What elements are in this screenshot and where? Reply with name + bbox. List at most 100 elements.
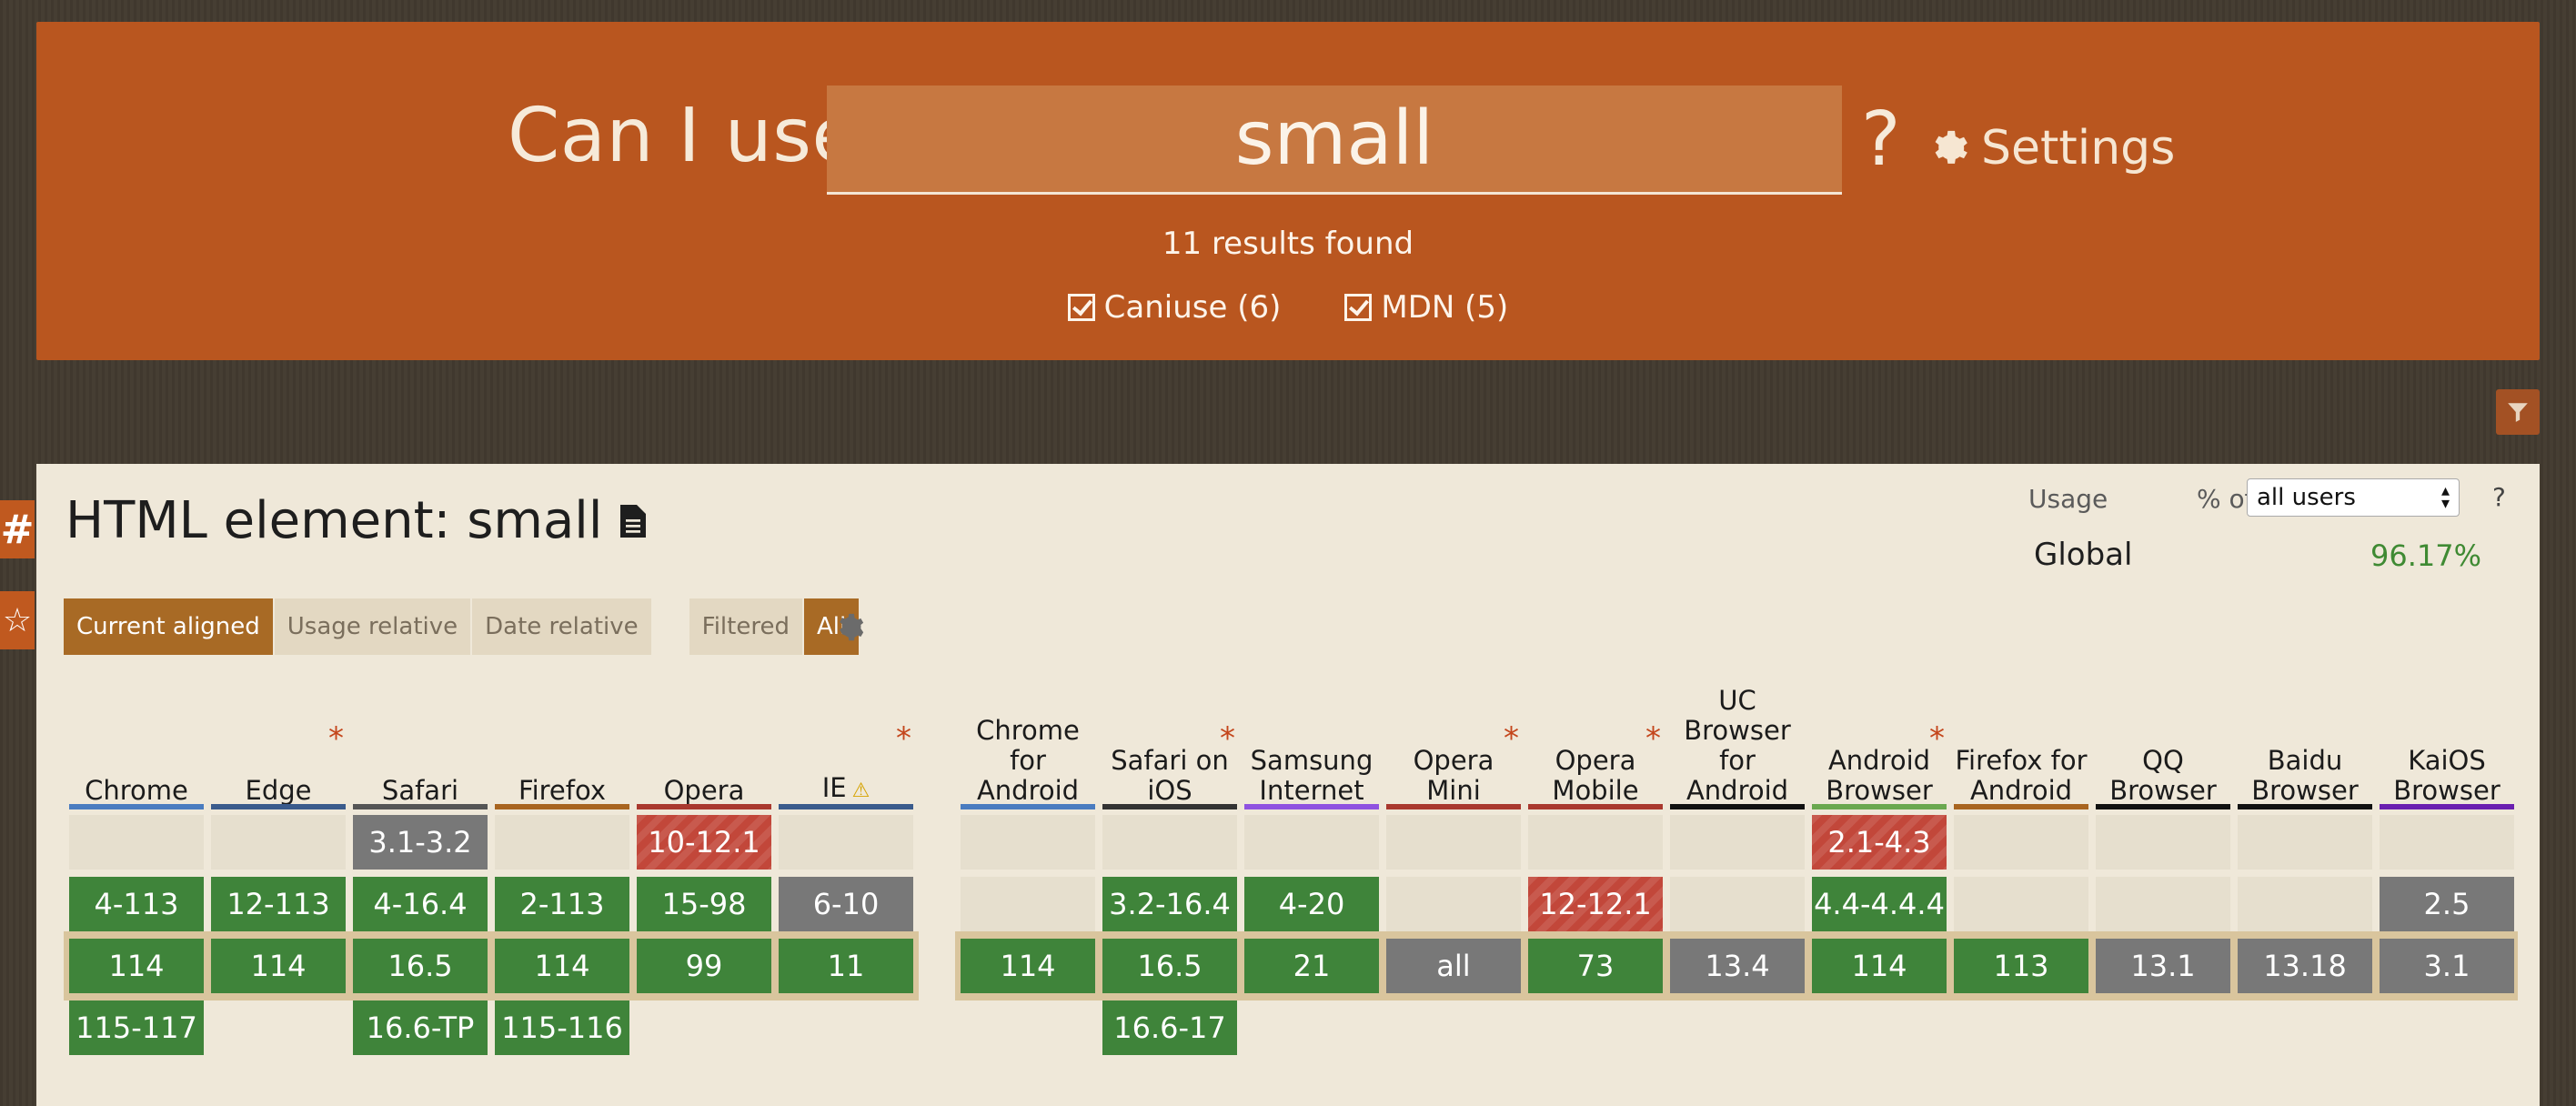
support-cell[interactable]: 114 (961, 939, 1095, 993)
support-cell[interactable] (1528, 815, 1663, 870)
search-input[interactable] (827, 85, 1842, 192)
browser-header[interactable]: IE ⚠ * (779, 464, 913, 806)
browser-color-stripe (353, 804, 488, 809)
support-cell[interactable] (1954, 877, 2088, 931)
browser-header[interactable]: UC Browser for Android (1670, 464, 1805, 806)
support-cell[interactable]: 99 (637, 939, 771, 993)
filtered-button[interactable]: Filtered (689, 598, 802, 655)
support-cell[interactable] (2096, 815, 2230, 870)
checkbox-checked-icon[interactable] (1067, 294, 1095, 321)
gear-icon[interactable] (833, 611, 864, 642)
support-cell[interactable]: 16.6-17 (1102, 1000, 1237, 1055)
browser-header[interactable]: Firefox (495, 464, 629, 806)
support-cell[interactable]: 2.1-4.3 (1812, 815, 1947, 870)
browser-header[interactable]: Samsung Internet (1244, 464, 1379, 806)
support-cell[interactable]: 11 (779, 939, 913, 993)
notes-asterisk-icon: * (328, 720, 344, 757)
browser-header[interactable]: Safari (353, 464, 488, 806)
support-cell[interactable]: 4-113 (69, 877, 204, 931)
support-cell[interactable]: 21 (1244, 939, 1379, 993)
browser-name-text: Android Browser (1826, 745, 1933, 806)
support-cell[interactable]: 4-16.4 (353, 877, 488, 931)
support-cell[interactable] (1670, 815, 1805, 870)
support-cell[interactable]: 16.5 (1102, 939, 1237, 993)
support-cell[interactable]: 114 (495, 939, 629, 993)
support-cell[interactable]: 113 (1954, 939, 2088, 993)
view-usage-relative[interactable]: Usage relative (274, 598, 471, 655)
support-cell[interactable]: 114 (69, 939, 204, 993)
support-cell[interactable] (1670, 877, 1805, 931)
support-cell[interactable] (961, 815, 1095, 870)
search-help: ? (1861, 96, 1901, 183)
support-cell[interactable]: 3.2-16.4 (1102, 877, 1237, 931)
star-icon[interactable]: ☆ (0, 591, 35, 649)
filter-toggle-button[interactable] (2496, 389, 2540, 435)
browser-header[interactable]: Opera (637, 464, 771, 806)
support-cell[interactable]: 13.18 (2238, 939, 2372, 993)
browser-header[interactable]: Chrome for Android (961, 464, 1095, 806)
feature-title[interactable]: HTML element: small (65, 491, 648, 550)
support-cell[interactable] (69, 815, 204, 870)
support-cell[interactable] (1954, 815, 2088, 870)
support-cell[interactable]: 6-10 (779, 877, 913, 931)
support-cell[interactable] (2380, 815, 2514, 870)
support-cell[interactable]: 13.4 (1670, 939, 1805, 993)
support-cell[interactable]: 16.6-TP (353, 1000, 488, 1055)
browser-header[interactable]: Android Browser * (1812, 464, 1947, 806)
usage-help[interactable]: ? (2492, 482, 2506, 512)
support-cell[interactable] (779, 815, 913, 870)
support-cell[interactable]: 2-113 (495, 877, 629, 931)
browser-header[interactable]: Chrome (69, 464, 204, 806)
browser-header[interactable]: Opera Mini * (1386, 464, 1521, 806)
support-cell[interactable] (1386, 877, 1521, 931)
support-cell[interactable]: 4.4-4.4.4 (1812, 877, 1947, 931)
search-box[interactable] (827, 85, 1842, 195)
anchor-link[interactable]: # (0, 500, 35, 558)
support-cell[interactable] (1244, 815, 1379, 870)
support-cell[interactable]: 115-116 (495, 1000, 629, 1055)
support-cell[interactable]: 73 (1528, 939, 1663, 993)
all-button[interactable]: All (803, 598, 860, 655)
support-cell[interactable]: 12-113 (211, 877, 346, 931)
support-cell[interactable]: 16.5 (353, 939, 488, 993)
browser-header[interactable]: QQ Browser (2096, 464, 2230, 806)
support-cell[interactable]: 114 (1812, 939, 1947, 993)
browser-header[interactable]: Firefox for Android (1954, 464, 2088, 806)
support-cell[interactable]: all (1386, 939, 1521, 993)
browser-header[interactable]: KaiOS Browser (2380, 464, 2514, 806)
browser-name-text: Chrome (85, 775, 188, 806)
support-cell[interactable]: 2.5 (2380, 877, 2514, 931)
filter-mdn[interactable]: MDN (5) (1344, 289, 1508, 326)
browser-header[interactable]: Safari on iOS * (1102, 464, 1237, 806)
browser-name-text: Opera Mobile (1552, 745, 1639, 806)
browser-header[interactable]: Baidu Browser (2238, 464, 2372, 806)
view-current-aligned[interactable]: Current aligned (64, 598, 273, 655)
support-cell[interactable]: 3.1 (2380, 939, 2514, 993)
filter-caniuse[interactable]: Caniuse (6) (1067, 289, 1281, 326)
support-cell[interactable]: 114 (211, 939, 346, 993)
support-cell[interactable]: 4-20 (1244, 877, 1379, 931)
support-cell[interactable] (495, 815, 629, 870)
users-select[interactable]: all users ▴ ▾ (2247, 478, 2460, 517)
browser-name-text: Edge (245, 775, 312, 806)
support-cell[interactable] (2238, 877, 2372, 931)
view-date-relative[interactable]: Date relative (472, 598, 651, 655)
support-cell[interactable] (2096, 877, 2230, 931)
support-cell[interactable] (2238, 815, 2372, 870)
browser-header[interactable]: Edge * (211, 464, 346, 806)
support-cell[interactable] (1102, 815, 1237, 870)
browser-name: QQ Browser (2096, 746, 2230, 806)
support-cell[interactable]: 3.1-3.2 (353, 815, 488, 870)
support-cell[interactable] (961, 877, 1095, 931)
support-cell[interactable]: 10-12.1 (637, 815, 771, 870)
support-cell[interactable]: 115-117 (69, 1000, 204, 1055)
checkbox-checked-icon[interactable] (1344, 294, 1373, 321)
browser-header[interactable]: Opera Mobile * (1528, 464, 1663, 806)
support-cell[interactable] (211, 815, 346, 870)
support-cell[interactable]: 15-98 (637, 877, 771, 931)
settings-button[interactable]: Settings (1927, 116, 2175, 180)
document-icon[interactable] (619, 504, 648, 538)
support-cell[interactable]: 13.1 (2096, 939, 2230, 993)
support-cell[interactable] (1386, 815, 1521, 870)
support-cell[interactable]: 12-12.1 (1528, 877, 1663, 931)
